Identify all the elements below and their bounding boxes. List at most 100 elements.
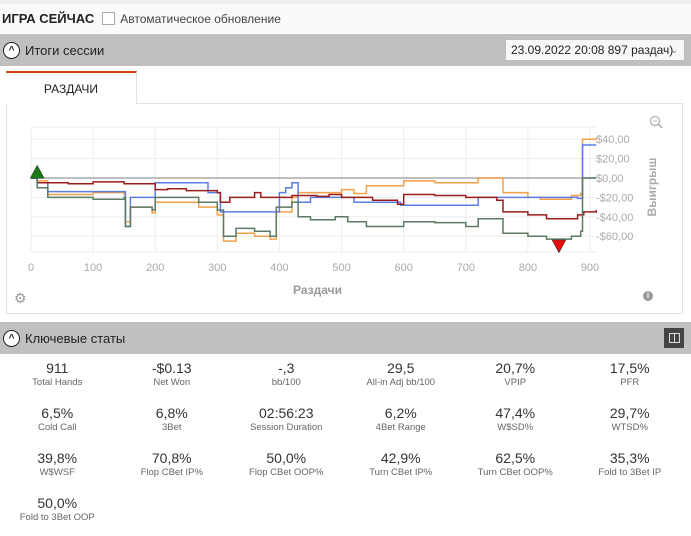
stat-value: 50,0% (37, 495, 78, 511)
stats-grid: 911 Total Hands -$0.13 Net Won -,3 bb/100 29,5… (0, 360, 691, 533)
stat-value: 47,4% (495, 405, 536, 421)
stat-item: 29,7% WTSD% (573, 405, 688, 443)
x-tick-label: 300 (208, 262, 226, 274)
stat-item: -,3 bb/100 (229, 360, 344, 398)
zoom-icon[interactable] (649, 115, 663, 129)
y-tick-label: -$40,00 (596, 212, 633, 224)
stat-label: W$SD% (497, 422, 534, 433)
stat-value: 70,8% (151, 450, 192, 466)
stat-value: 6,2% (384, 405, 417, 421)
stat-value: 29,5 (387, 360, 415, 376)
stat-item: 02:56:23 Session Duration (229, 405, 344, 443)
stat-item: 50,0% Flop CBet OOP% (229, 450, 344, 488)
stat-label: Cold Call (37, 422, 77, 433)
session-summary-header: ^ Итоги сессии 23.09.2022 20:08 897 разд… (0, 34, 691, 66)
stat-value: 6,5% (41, 405, 74, 421)
stat-item: 47,4% W$SD% (458, 405, 573, 443)
stat-item: 42,9% Turn CBet IP% (344, 450, 459, 488)
stat-item: 35,3% Fold to 3Bet IP (573, 450, 688, 488)
stat-value: 02:56:23 (259, 405, 314, 421)
section-title: Итоги сессии (25, 42, 105, 58)
x-tick-label: 800 (519, 262, 537, 274)
y-axis-label: Выигрыш (645, 157, 659, 217)
stat-label: Flop CBet OOP% (249, 467, 324, 478)
gear-icon[interactable]: ⚙ (14, 290, 27, 306)
stat-item: 6,8% 3Bet (115, 405, 230, 443)
stat-label: PFR (620, 377, 640, 388)
stat-value: 29,7% (609, 405, 650, 421)
stat-item: 39,8% W$WSF (0, 450, 115, 488)
stat-label: WTSD% (611, 422, 648, 433)
collapse-icon[interactable]: ^ (3, 41, 20, 59)
min-marker-icon (551, 239, 567, 254)
stat-label: Fold to 3Bet OOP (19, 512, 95, 523)
series-line-3 (31, 177, 597, 240)
x-tick-label: 700 (457, 262, 475, 274)
tab-hands[interactable]: РАЗДАЧИ (6, 71, 137, 104)
stat-item: -$0.13 Net Won (115, 360, 230, 398)
stat-value: -,3 (278, 360, 295, 376)
y-tick-label: -$20,00 (596, 192, 633, 204)
auto-update-label[interactable]: Автоматическое обновление (120, 11, 281, 26)
stat-item: 17,5% PFR (573, 360, 688, 398)
stat-label: Total Hands (32, 377, 83, 388)
stat-item: 6,2% 4Bet Range (344, 405, 459, 443)
stat-value: 39,8% (37, 450, 78, 466)
title-row: ИГРА СЕЙЧАС Автоматическое обновление (0, 4, 691, 33)
series-line-1 (31, 144, 597, 228)
stat-label: bb/100 (271, 377, 301, 388)
page-title: ИГРА СЕЙЧАС (2, 11, 95, 26)
stat-value: 62,5% (495, 450, 536, 466)
stat-value: 20,7% (495, 360, 536, 376)
stat-label: 3Bet (161, 422, 182, 433)
stat-item: 62,5% Turn CBet OOP% (458, 450, 573, 488)
x-tick-label: 600 (394, 262, 412, 274)
session-select-value: 23.09.2022 20:08 897 раздач) (511, 43, 674, 57)
max-marker-icon (29, 164, 45, 179)
x-tick-label: 900 (581, 262, 599, 274)
stat-label: W$WSF (39, 467, 75, 478)
x-tick-label: 0 (28, 262, 34, 274)
layout-toggle-button[interactable] (664, 328, 684, 348)
chart-panel (6, 103, 683, 314)
key-stats-header: ^ Ключевые статы (0, 322, 691, 354)
stat-item: 70,8% Flop CBet IP% (115, 450, 230, 488)
stat-label: Session Duration (250, 422, 323, 433)
stat-label: Net Won (153, 377, 191, 388)
x-tick-label: 400 (270, 262, 288, 274)
stat-value: 35,3% (609, 450, 650, 466)
chevron-down-icon: ⌄ (670, 44, 678, 55)
x-tick-label: 200 (146, 262, 164, 274)
stat-label: Flop CBet IP% (140, 467, 203, 478)
stat-label: 4Bet Range (375, 422, 426, 433)
stat-value: 50,0% (266, 450, 307, 466)
y-tick-label: $20,00 (596, 154, 630, 166)
stat-label: Turn CBet IP% (369, 467, 433, 478)
stat-item: 911 Total Hands (0, 360, 115, 398)
stat-value: 6,8% (155, 405, 188, 421)
stat-item: 29,5 All-in Adj bb/100 (344, 360, 459, 398)
info-icon[interactable]: i (643, 291, 653, 301)
stat-label: Turn CBet OOP% (477, 467, 553, 478)
x-tick-label: 500 (332, 262, 350, 274)
stat-label: Fold to 3Bet IP (598, 467, 662, 478)
stat-value: 911 (46, 360, 69, 376)
stat-label: All-in Adj bb/100 (366, 377, 436, 388)
collapse-icon[interactable]: ^ (3, 329, 20, 347)
x-tick-label: 100 (84, 262, 102, 274)
series-line-0 (31, 138, 597, 242)
top-strip (0, 0, 691, 4)
session-select[interactable]: 23.09.2022 20:08 897 раздач) ⌄ (505, 39, 685, 61)
stat-value: -$0.13 (151, 360, 192, 376)
x-axis-label: Раздачи (293, 283, 342, 297)
winnings-chart: $40,00 $20,00 $0,00 -$20,00 -$40,00 -$60,00 0 1… (28, 126, 633, 274)
section-title: Ключевые статы (25, 330, 126, 346)
stat-item: 20,7% VPIP (458, 360, 573, 398)
stat-item: 50,0% Fold to 3Bet OOP (0, 495, 115, 533)
auto-update-checkbox[interactable] (102, 12, 116, 25)
y-tick-label: $40,00 (596, 134, 630, 146)
stat-label: VPIP (504, 377, 527, 388)
stat-value: 42,9% (380, 450, 421, 466)
stat-item: 6,5% Cold Call (0, 405, 115, 443)
columns-icon (668, 333, 680, 343)
